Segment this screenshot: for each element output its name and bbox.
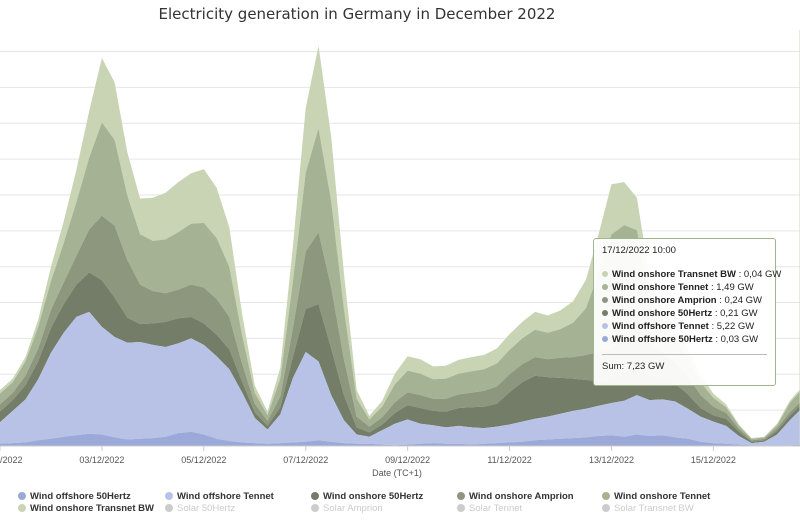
legend-symbol xyxy=(457,492,465,500)
tooltip: 17/12/2022 10:00 Wind onshore Transnet B… xyxy=(593,238,781,386)
tooltip-series-name: Wind onshore Transnet BW xyxy=(612,269,736,280)
x-tick-label: 15/12/2022 xyxy=(691,455,736,465)
legend-symbol xyxy=(311,504,319,512)
tooltip-separator xyxy=(602,354,767,355)
tooltip-dot xyxy=(602,323,608,330)
tooltip-date: 17/12/2022 10:00 xyxy=(602,245,676,256)
tooltip-rows: Wind onshore Transnet BW : 0,04 GW Wind o… xyxy=(602,268,781,346)
legend-item[interactable]: Wind onshore 50Hertz xyxy=(311,491,423,502)
tooltip-dot xyxy=(602,297,608,304)
legend-item[interactable]: Solar Tennet xyxy=(457,503,523,514)
tooltip-sum-value: 7,23 GW xyxy=(626,361,665,372)
legend-label: Solar Tennet xyxy=(469,503,523,514)
legend-symbol xyxy=(165,492,173,500)
legend-label: Solar 50Hertz xyxy=(177,503,235,514)
x-tick-label: 03/12/2022 xyxy=(79,455,124,465)
legend-item[interactable]: Wind offshore 50Hertz xyxy=(18,491,131,502)
legend-item[interactable]: Wind offshore Tennet xyxy=(165,491,275,502)
tooltip-sum-label: Sum xyxy=(602,361,622,372)
legend-label: Solar Transnet BW xyxy=(614,503,694,514)
tooltip-series-name: Wind onshore 50Hertz xyxy=(612,308,713,319)
legend-label: Wind offshore 50Hertz xyxy=(30,491,131,502)
tooltip-dot xyxy=(602,310,608,317)
x-tick-label: 09/12/2022 xyxy=(385,455,430,465)
legend-symbol xyxy=(311,492,319,500)
legend-item[interactable]: Wind onshore Tennet xyxy=(602,491,711,502)
legend: Wind offshore 50Hertz Wind offshore Tenne… xyxy=(18,491,711,514)
legend-label: Wind offshore Tennet xyxy=(177,491,275,502)
x-tick-label: 11/12/2022 xyxy=(487,455,531,465)
tooltip-dot xyxy=(602,336,608,343)
legend-symbol xyxy=(602,504,610,512)
tooltip-row: Wind onshore 50Hertz : 0,21 GW xyxy=(602,307,767,320)
legend-symbol xyxy=(18,504,26,512)
tooltip-row: Wind offshore 50Hertz : 0,03 GW xyxy=(602,333,767,346)
tooltip-series-value: : 0,03 GW xyxy=(712,334,759,345)
legend-item[interactable]: Solar Transnet BW xyxy=(602,503,694,514)
legend-symbol xyxy=(457,504,465,512)
x-tick-label: 01/12/2022 xyxy=(0,455,23,465)
legend-label: Solar Amprion xyxy=(323,503,383,514)
tooltip-series-name: Wind onshore Amprion xyxy=(612,295,717,306)
tooltip-series-value: : 5,22 GW xyxy=(708,321,755,332)
legend-label: Wind onshore 50Hertz xyxy=(323,491,423,502)
tooltip-series-name: Wind onshore Tennet xyxy=(612,282,709,293)
legend-item[interactable]: Solar 50Hertz xyxy=(165,503,235,514)
x-tick-label: 05/12/2022 xyxy=(181,455,226,465)
tooltip-row: Wind offshore Tennet : 5,22 GW xyxy=(602,320,767,333)
x-axis-label: Date (TC+1) xyxy=(372,468,422,478)
tooltip-series-value: : 1,49 GW xyxy=(708,282,754,293)
area-wind-offshore-50hertz[interactable] xyxy=(0,431,800,446)
tooltip-row: Wind onshore Tennet : 1,49 GW xyxy=(602,281,767,294)
legend-item[interactable]: Wind onshore Transnet BW xyxy=(18,503,154,514)
x-tick-label: 13/12/2022 xyxy=(589,455,634,465)
tooltip-dot xyxy=(602,271,608,278)
tooltip-series-value: : 0,21 GW xyxy=(712,308,758,319)
legend-item[interactable]: Solar Amprion xyxy=(311,503,383,514)
tooltip-sum: Sum: 7,23 GW xyxy=(602,361,665,372)
legend-symbol xyxy=(165,504,173,512)
tooltip-series-name: Wind offshore 50Hertz xyxy=(612,334,713,345)
tooltip-series-value: : 0,24 GW xyxy=(716,295,762,306)
area-wind-offshore-tennet[interactable] xyxy=(0,311,800,446)
tooltip-dot xyxy=(602,284,608,291)
legend-symbol xyxy=(602,492,610,500)
x-axis: 01/12/2022 03/12/2022 05/12/2022 07/12/2022… xyxy=(0,445,800,465)
legend-label: Wind onshore Transnet BW xyxy=(30,503,154,514)
legend-symbol xyxy=(18,492,26,500)
area-wind-onshore-50hertz[interactable] xyxy=(0,272,800,444)
chart-title: Electricity generation in Germany in Dec… xyxy=(159,5,556,23)
legend-label: Wind onshore Amprion xyxy=(469,491,574,502)
legend-label: Wind onshore Tennet xyxy=(614,491,711,502)
tooltip-series-name: Wind offshore Tennet xyxy=(612,321,709,332)
x-tick-label: 07/12/2022 xyxy=(283,455,328,465)
legend-item[interactable]: Wind onshore Amprion xyxy=(457,491,574,502)
tooltip-row: Wind onshore Transnet BW : 0,04 GW xyxy=(602,268,781,281)
tooltip-series-value: : 0,04 GW xyxy=(735,269,782,280)
tooltip-row: Wind onshore Amprion : 0,24 GW xyxy=(602,294,767,307)
